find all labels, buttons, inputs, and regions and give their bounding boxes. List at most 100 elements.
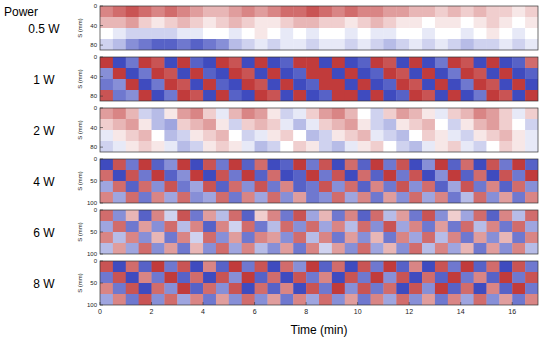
cell	[280, 232, 293, 243]
cell	[139, 294, 152, 305]
cell	[332, 192, 345, 203]
cell	[267, 141, 280, 152]
cell	[229, 181, 242, 192]
cell	[512, 57, 525, 68]
cell	[358, 108, 371, 119]
cell	[474, 170, 487, 181]
cell	[383, 294, 396, 305]
cell	[267, 79, 280, 90]
cell	[280, 28, 293, 39]
cell	[139, 141, 152, 152]
cell	[139, 192, 152, 203]
cell	[345, 6, 358, 17]
cell	[164, 79, 177, 90]
cell	[461, 210, 474, 221]
cell	[319, 294, 332, 305]
cell	[190, 261, 203, 272]
cell	[113, 68, 126, 79]
cell	[152, 210, 165, 221]
cell	[345, 141, 358, 152]
cell	[216, 57, 229, 68]
cell	[345, 119, 358, 130]
cell	[512, 141, 525, 152]
cell	[177, 79, 190, 90]
cell	[396, 68, 409, 79]
cell	[512, 243, 525, 254]
cell	[525, 243, 538, 254]
y-tick-label: 0	[94, 3, 98, 9]
cell	[486, 57, 499, 68]
cell	[255, 119, 268, 130]
cell	[486, 90, 499, 101]
cell	[190, 283, 203, 294]
cell	[345, 272, 358, 283]
cell	[216, 272, 229, 283]
cell	[306, 17, 319, 28]
cell	[486, 68, 499, 79]
cell	[461, 57, 474, 68]
cell	[383, 39, 396, 50]
cell	[216, 192, 229, 203]
cell	[280, 57, 293, 68]
cell	[203, 159, 216, 170]
cell	[499, 17, 512, 28]
cell	[164, 108, 177, 119]
cell	[100, 210, 113, 221]
cell	[242, 28, 255, 39]
cell	[512, 79, 525, 90]
cell	[435, 261, 448, 272]
cell	[461, 68, 474, 79]
cell	[255, 283, 268, 294]
cell	[371, 141, 384, 152]
cell	[306, 68, 319, 79]
x-tick-label: 2	[150, 308, 154, 315]
cell	[358, 221, 371, 232]
cell	[164, 130, 177, 141]
cell	[332, 57, 345, 68]
cell	[280, 119, 293, 130]
cell	[164, 232, 177, 243]
cell	[126, 243, 139, 254]
cell	[267, 6, 280, 17]
cell	[280, 170, 293, 181]
cell	[409, 39, 422, 50]
cell	[435, 68, 448, 79]
cell	[267, 68, 280, 79]
cell	[371, 283, 384, 294]
y-tick	[100, 57, 103, 58]
cell	[499, 232, 512, 243]
cell	[280, 39, 293, 50]
cell	[267, 90, 280, 101]
cell	[177, 108, 190, 119]
y-tick-label: 0	[94, 207, 98, 213]
cell	[255, 6, 268, 17]
cell	[383, 283, 396, 294]
cell	[190, 6, 203, 17]
cell	[100, 39, 113, 50]
cell	[203, 119, 216, 130]
cell	[486, 261, 499, 272]
cell	[396, 141, 409, 152]
cell	[525, 159, 538, 170]
cell	[525, 6, 538, 17]
cell	[499, 272, 512, 283]
cell	[113, 119, 126, 130]
cell	[474, 294, 487, 305]
cell	[435, 181, 448, 192]
cell	[512, 108, 525, 119]
cell	[242, 243, 255, 254]
cell	[113, 181, 126, 192]
cell	[383, 141, 396, 152]
cell	[164, 243, 177, 254]
cell	[164, 294, 177, 305]
cell	[139, 6, 152, 17]
cell	[177, 17, 190, 28]
cell	[293, 39, 306, 50]
cell	[126, 170, 139, 181]
cell	[255, 159, 268, 170]
cell	[461, 170, 474, 181]
cell	[100, 261, 113, 272]
cell	[242, 39, 255, 50]
cell	[100, 57, 113, 68]
cell	[280, 79, 293, 90]
